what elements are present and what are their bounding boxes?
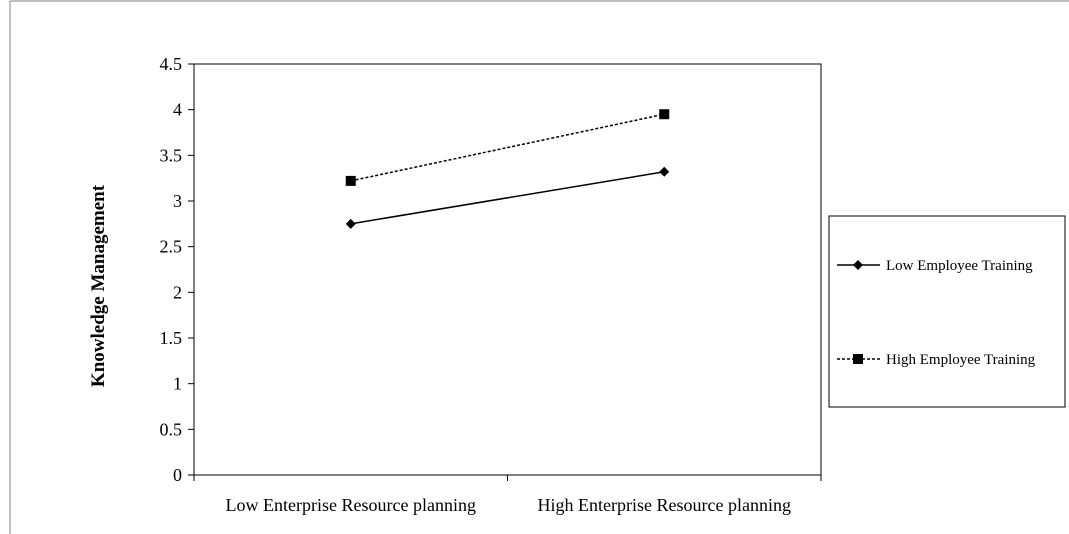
- data-point: [345, 175, 356, 186]
- legend-item: High Employee Training: [837, 352, 1036, 368]
- y-tick-label: 2.5: [160, 237, 183, 257]
- legend-label: High Employee Training: [886, 352, 1036, 368]
- y-tick-label: 2: [173, 282, 182, 302]
- data-point: [345, 218, 356, 229]
- legend-label: Low Employee Training: [886, 258, 1033, 274]
- series-low-employee-training: [345, 166, 670, 229]
- x-category-label: High Enterprise Resource planning: [538, 495, 791, 515]
- legend-marker: [853, 354, 863, 364]
- y-tick-label: 0.5: [160, 419, 183, 439]
- series-high-employee-training: [345, 109, 670, 186]
- legend-marker: [853, 260, 863, 270]
- y-tick-label: 4: [173, 100, 182, 120]
- y-axis-ticks: 0 0.5 1 1.5 2 2.5 3 3.5 4 4.5: [160, 54, 194, 485]
- y-tick-label: 4.5: [160, 54, 183, 74]
- series-line: [350, 113, 665, 182]
- data-point: [659, 109, 670, 120]
- series-layer: [345, 109, 670, 229]
- y-tick-label: 3: [173, 191, 182, 211]
- series-line: [350, 171, 665, 225]
- y-tick-label: 3.5: [160, 145, 183, 165]
- y-tick-label: 1.5: [160, 328, 183, 348]
- x-axis-ticks: Low Enterprise Resource planning High Ent…: [193, 475, 822, 515]
- x-category-label: Low Enterprise Resource planning: [226, 495, 476, 515]
- y-tick-label: 0: [173, 465, 182, 485]
- y-axis-title: Knowledge Management: [88, 184, 109, 387]
- y-tick-label: 1: [173, 374, 182, 394]
- plot-area: [193, 63, 822, 476]
- legend: Low Employee Training High Employee Train…: [828, 215, 1066, 408]
- legend-items: Low Employee Training High Employee Train…: [837, 258, 1036, 368]
- legend-box: [828, 215, 1066, 408]
- legend-item: Low Employee Training: [837, 258, 1033, 274]
- data-point: [659, 166, 670, 177]
